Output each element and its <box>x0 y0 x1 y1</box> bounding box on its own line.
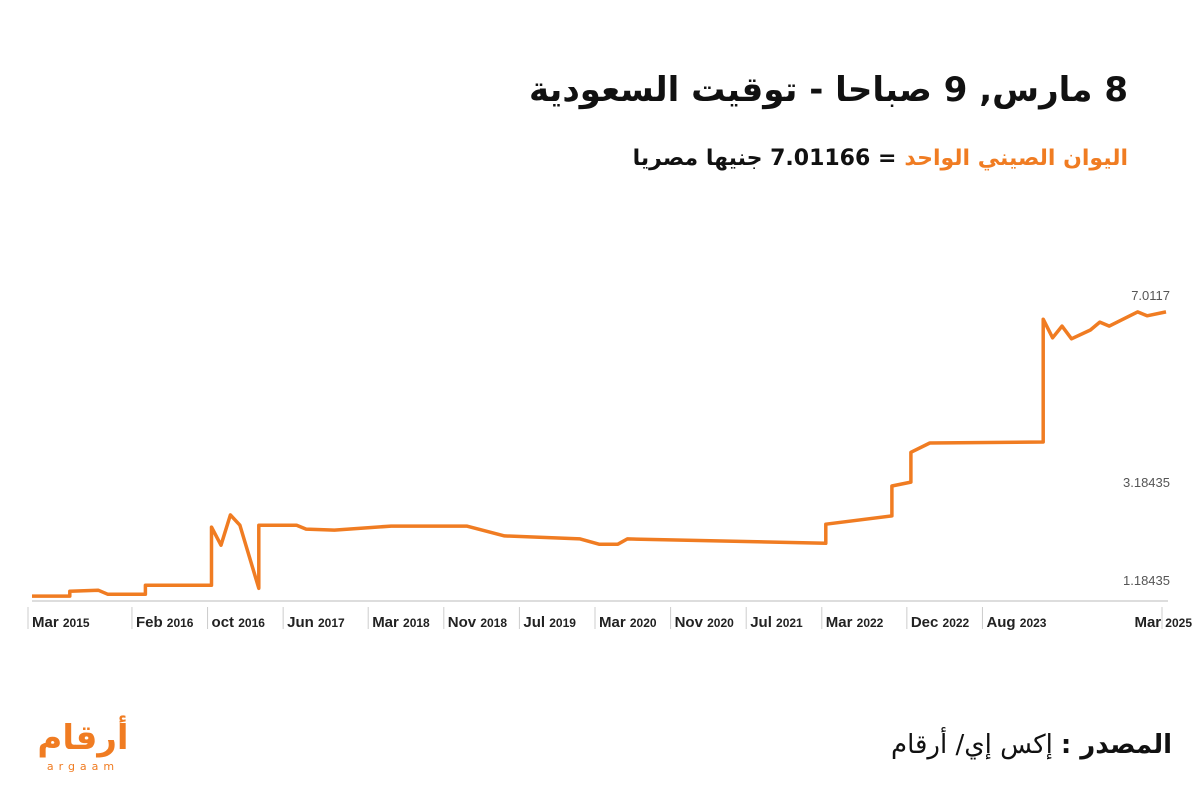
x-tick-label: Feb 2016 <box>136 614 194 631</box>
x-tick-year: 2019 <box>549 616 576 630</box>
logo: أرقام <box>37 718 129 758</box>
y-tick-label: 1.18435 <box>1123 573 1170 588</box>
x-tick-year: 2022 <box>943 616 970 630</box>
x-tick-year: 2021 <box>776 616 803 630</box>
x-tick-month: Mar <box>32 614 63 631</box>
x-tick-year: 2015 <box>63 616 90 630</box>
x-tick-month: Mar <box>1134 614 1165 631</box>
subtitle: اليوان الصيني الواحد = 7.01166 جنيها مصري… <box>633 146 1128 171</box>
x-tick-year: 2020 <box>630 616 657 630</box>
x-tick-label: Mar 2020 <box>599 614 657 631</box>
x-tick-label: Jul 2019 <box>523 614 576 631</box>
x-tick-label: Mar 2015 <box>32 614 90 631</box>
source: المصدر :إكس إي/ أرقام <box>891 730 1172 760</box>
x-tick-label: Mar 2022 <box>826 614 884 631</box>
x-tick-month: Nov <box>675 614 708 631</box>
x-tick-year: 2018 <box>403 616 430 630</box>
x-tick-year: 2018 <box>480 616 507 630</box>
line <box>32 310 1167 598</box>
x-tick-year: 2017 <box>318 616 345 630</box>
x-tick-month: Mar <box>826 614 857 631</box>
x-tick-month: Jul <box>750 614 776 631</box>
x-tick-month: Nov <box>448 614 481 631</box>
x-tick-label: Mar 2025 <box>1134 614 1192 631</box>
source-text: إكس إي/ أرقام <box>890 730 1053 760</box>
chart-title: 8 مارس, 9 صباحا - توقيت السعودية <box>528 70 1128 110</box>
x-tick-month: Mar <box>599 614 630 631</box>
x-tick-year: 2022 <box>857 616 884 630</box>
x-tick-month: Dec <box>911 614 943 631</box>
x-tick-label: Jul 2021 <box>750 614 803 631</box>
x-tick-month: Jul <box>523 614 549 631</box>
x-tick-label: Aug 2023 <box>986 614 1046 631</box>
x-tick-label: Jun 2017 <box>287 614 345 631</box>
y-tick-label: 7.0117 <box>1131 288 1170 303</box>
x-tick-label: Dec 2022 <box>911 614 970 631</box>
subtitle-text: = 7.01166 جنيها مصريا <box>632 146 897 171</box>
subtitle-highlight: اليوان الصيني الواحد <box>904 146 1128 171</box>
x-tick-month: oct <box>212 614 239 631</box>
x-tick-month: Jun <box>287 614 318 631</box>
x-tick-year: 2023 <box>1020 616 1047 630</box>
x-tick-label: Nov 2018 <box>448 614 508 631</box>
x-tick-label: oct 2016 <box>212 614 266 631</box>
x-tick-label: Mar 2018 <box>372 614 430 631</box>
logo-sub: argaam <box>46 760 120 773</box>
y-tick-label: 3.18435 <box>1123 475 1170 490</box>
x-tick-month: Feb <box>136 614 167 631</box>
source-label: المصدر : <box>1060 730 1172 760</box>
x-tick-year: 2016 <box>167 616 194 630</box>
x-tick-year: 2020 <box>707 616 734 630</box>
x-tick-label: Nov 2020 <box>675 614 735 631</box>
x-tick-month: Mar <box>372 614 403 631</box>
x-tick-year: 2025 <box>1165 616 1192 630</box>
x-tick-month: Aug <box>986 614 1019 631</box>
x-tick-year: 2016 <box>238 616 265 630</box>
